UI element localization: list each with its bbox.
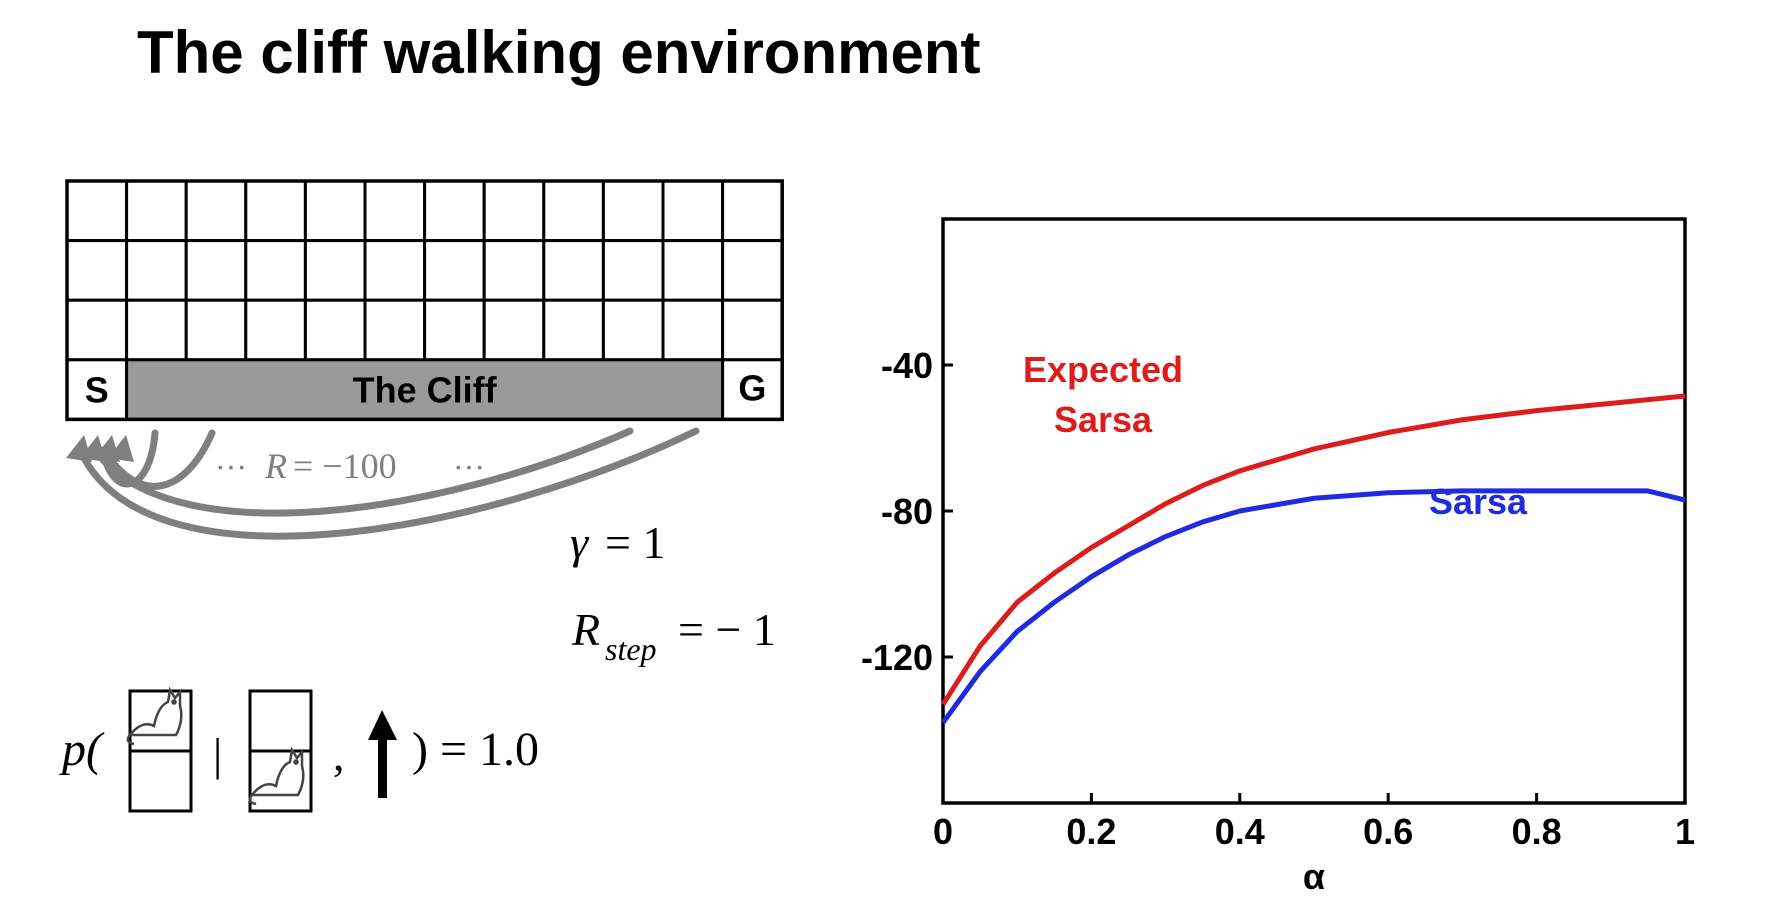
grid-cell — [482, 298, 546, 362]
grid-cell — [244, 298, 307, 362]
performance-chart: 0 0.2 0.4 0.6 0.8 1 -40 -80 -120 α Expected Sarsa Sa… — [861, 217, 1695, 897]
arrowheads — [66, 435, 134, 462]
grid-cell — [184, 179, 248, 243]
x-tick-label: 0.6 — [1363, 811, 1413, 852]
grid-cell — [363, 239, 427, 302]
rstep-symbol: R — [571, 604, 600, 655]
x-tick-label: 0.2 — [1066, 811, 1116, 852]
grid-cell — [65, 298, 129, 362]
x-tick-label: 0 — [933, 811, 953, 852]
grid-cell — [423, 179, 486, 243]
reward-dots-left: ··· — [215, 449, 247, 485]
rstep-subscript: step — [605, 631, 657, 667]
reward-dots-right: ··· — [453, 449, 485, 485]
grid-cell — [542, 179, 605, 243]
cat-icon — [248, 746, 305, 806]
grid-cell — [542, 298, 605, 362]
transition-p: p( — [59, 723, 105, 776]
grid-cell — [661, 239, 725, 302]
cat-icon — [126, 686, 183, 746]
rstep-value: = − 1 — [678, 604, 776, 655]
grid-cell — [601, 179, 665, 243]
cell-before-top — [248, 689, 313, 753]
grid-cell — [721, 298, 784, 362]
x-axis-label: α — [1303, 856, 1325, 897]
grid-cell — [482, 239, 546, 302]
return-arrow-far — [91, 427, 634, 517]
gamma-value: = 1 — [605, 517, 665, 568]
reward-symbol: R — [264, 446, 287, 486]
grid-cell — [423, 298, 486, 362]
goal-cell — [721, 358, 784, 421]
transition-close: ) = 1.0 — [412, 723, 539, 776]
grid-cell — [661, 179, 725, 243]
reward-value: = −100 — [293, 446, 397, 486]
grid-cell — [184, 239, 248, 302]
up-arrow-icon — [368, 710, 397, 798]
start-label: S — [85, 370, 109, 411]
series-line-sarsa — [940, 488, 1686, 725]
grid-cell — [303, 179, 367, 243]
y-tick-label: -40 — [881, 345, 933, 386]
x-tick-label: 0.8 — [1512, 811, 1562, 852]
grid-cell — [303, 239, 367, 302]
grid-cell — [65, 239, 129, 302]
transition-bar: | — [213, 729, 222, 780]
grid-cell — [125, 298, 188, 362]
grid-cell — [244, 239, 307, 302]
grid-cell — [125, 239, 188, 302]
cliff-gridworld: S The Cliff G — [65, 179, 784, 422]
grid-cell — [65, 179, 129, 243]
grid-cell — [661, 298, 725, 362]
chart-frame — [941, 217, 1687, 805]
gamma-symbol: γ — [570, 517, 590, 568]
grid-border — [65, 179, 784, 422]
grid-cell — [601, 239, 665, 302]
series-line-expected-sarsa — [940, 393, 1686, 706]
grid-cell — [721, 179, 784, 243]
cell-after-bottom — [128, 749, 193, 813]
y-tick-label: -120 — [861, 637, 933, 678]
transition-comma: , — [333, 729, 345, 780]
series-label-sarsa: Sarsa — [1429, 481, 1528, 522]
grid-cell — [363, 179, 427, 243]
grid-cell — [363, 298, 427, 362]
goal-label: G — [738, 368, 766, 409]
grid-cell — [542, 239, 605, 302]
cliff-region — [125, 358, 725, 421]
y-tick-label: -80 — [881, 491, 933, 532]
grid-cell — [721, 239, 784, 302]
slide-title: The cliff walking environment — [137, 19, 981, 86]
x-tick-label: 0.4 — [1215, 811, 1265, 852]
arrowhead-4 — [108, 435, 134, 462]
grid-cell — [482, 179, 546, 243]
series-label-expected-sarsa-line2: Sarsa — [1054, 399, 1153, 440]
cliff-label: The Cliff — [353, 370, 498, 411]
x-tick-label: 1 — [1675, 811, 1695, 852]
grid-cell — [601, 298, 665, 362]
cliff-return-arrows — [76, 427, 700, 540]
grid-cell — [303, 298, 367, 362]
return-arrow-short — [101, 429, 216, 490]
grid-cell — [125, 179, 188, 243]
series-label-expected-sarsa-line1: Expected — [1023, 349, 1183, 390]
start-cell — [65, 358, 129, 421]
grid-cell — [244, 179, 307, 243]
grid-cell — [423, 239, 486, 302]
return-arrow-farthest — [76, 427, 700, 540]
grid-cell — [184, 298, 248, 362]
